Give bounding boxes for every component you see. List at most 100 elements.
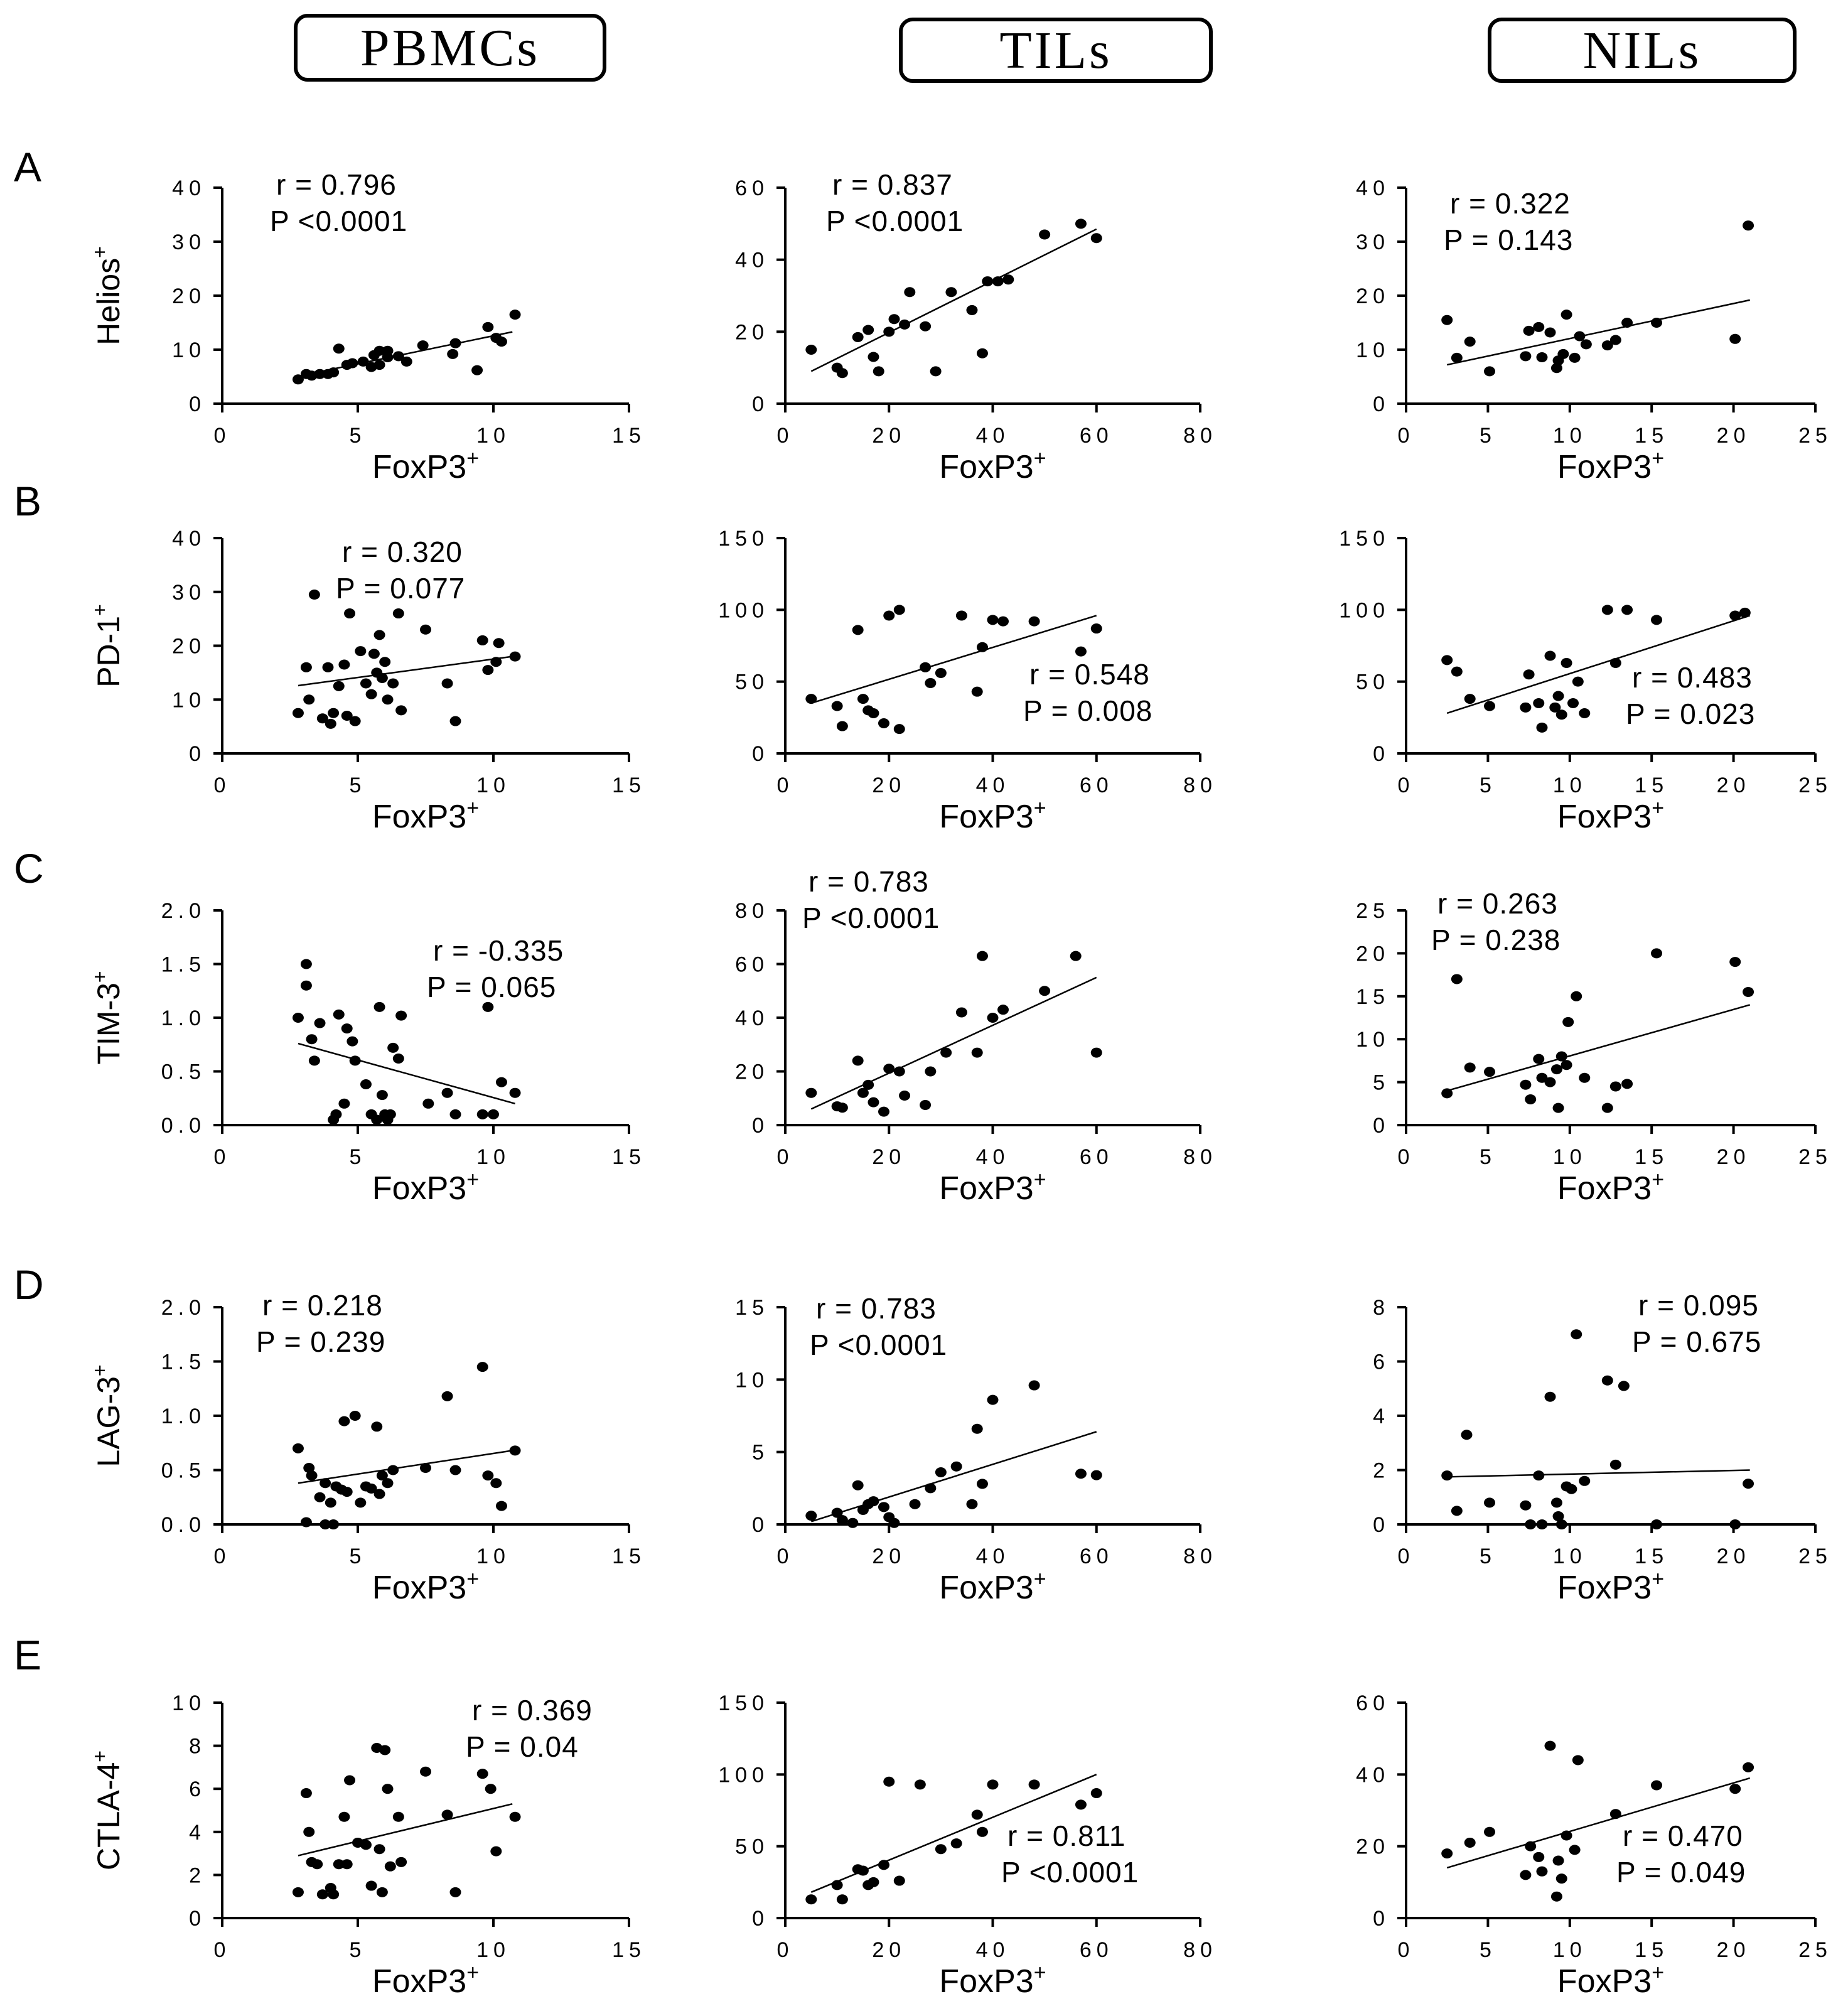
y-tick-label-e-pbmcs: 10 [172, 1691, 206, 1715]
y-tick-label-d-pbmcs: 2.0 [161, 1296, 206, 1320]
column-header-pbmcs-label: PBMCs [360, 18, 540, 77]
data-point-b-nils [1533, 698, 1545, 708]
data-point-a-pbmcs [447, 348, 459, 359]
stat-text-b-nils: r = 0.483 [1632, 661, 1753, 694]
data-point-c-pbmcs [488, 1109, 499, 1119]
x-tick-label-b-pbmcs: 15 [612, 774, 646, 797]
y-tick-label-d-nils: 8 [1373, 1296, 1390, 1320]
y-tick-label-a-pbmcs: 30 [172, 230, 206, 254]
data-point-b-nils [1451, 666, 1463, 677]
stat-text-c-nils: r = 0.263 [1437, 887, 1558, 920]
data-point-e-tils [914, 1779, 926, 1790]
data-point-b-tils [976, 642, 988, 652]
x-axis-label-c-tils: FoxP3+ [939, 1168, 1046, 1207]
data-point-a-tils [966, 305, 978, 315]
regression-line-c-tils [810, 976, 1097, 1110]
data-point-d-nils [1618, 1381, 1630, 1391]
x-tick-label-a-tils: 80 [1183, 424, 1217, 448]
data-point-c-nils [1552, 1102, 1564, 1113]
stat-text-e-nils: P = 0.049 [1616, 1856, 1746, 1889]
data-point-b-pbmcs [333, 681, 345, 691]
y-tick-label-e-pbmcs: 8 [189, 1735, 206, 1759]
data-point-e-nils [1544, 1740, 1556, 1751]
data-point-b-pbmcs [493, 638, 505, 649]
data-point-c-pbmcs [376, 1090, 388, 1101]
data-point-b-tils [893, 605, 905, 615]
data-point-d-nils [1566, 1484, 1577, 1494]
data-point-a-tils [805, 345, 817, 355]
y-tick-label-e-tils: 50 [735, 1835, 769, 1859]
data-point-a-nils [1441, 315, 1453, 325]
y-tick-label-b-pbmcs: 30 [172, 581, 206, 605]
data-point-e-nils [1520, 1870, 1532, 1880]
data-point-e-tils [950, 1838, 962, 1849]
x-tick-label-c-pbmcs: 15 [612, 1145, 646, 1169]
data-point-a-nils [1536, 352, 1548, 363]
data-point-e-nils [1525, 1841, 1537, 1852]
data-point-c-nils [1579, 1072, 1591, 1083]
stat-text-d-tils: r = 0.783 [816, 1292, 937, 1325]
data-point-d-pbmcs [509, 1445, 521, 1456]
x-axis-label-a-pbmcs: FoxP3+ [372, 446, 479, 485]
data-point-d-pbmcs [490, 1478, 502, 1489]
data-point-c-nils [1571, 991, 1582, 1001]
x-tick-label-c-nils: 10 [1553, 1145, 1587, 1169]
y-tick-label-e-pbmcs: 6 [189, 1777, 206, 1801]
data-point-d-tils [868, 1496, 879, 1507]
data-point-a-tils [1090, 233, 1102, 244]
data-point-d-pbmcs [314, 1492, 326, 1502]
data-point-e-pbmcs [341, 1859, 353, 1870]
data-point-b-nils [1601, 605, 1613, 615]
data-point-e-nils [1572, 1755, 1584, 1765]
data-point-a-tils [899, 319, 911, 330]
data-point-c-tils [940, 1047, 952, 1058]
y-tick-label-d-tils: 0 [752, 1513, 769, 1537]
data-point-d-nils [1441, 1470, 1453, 1481]
data-point-d-nils [1571, 1329, 1582, 1340]
data-point-c-nils [1544, 1077, 1556, 1087]
data-point-a-tils [1002, 274, 1014, 285]
y-axis-label-b-pbmcs: PD-1+ [89, 604, 126, 687]
data-point-b-pbmcs [373, 630, 385, 640]
data-point-e-pbmcs [373, 1844, 385, 1855]
data-point-b-nils [1729, 610, 1741, 621]
data-point-a-tils [976, 348, 988, 358]
x-tick-label-c-pbmcs: 5 [350, 1145, 367, 1169]
data-point-b-pbmcs [300, 662, 312, 672]
column-header-nils-label: NILs [1582, 21, 1702, 80]
data-point-c-tils [955, 1007, 967, 1018]
data-point-e-tils [893, 1875, 905, 1886]
data-point-e-pbmcs [300, 1788, 312, 1799]
y-tick-label-d-tils: 10 [735, 1368, 769, 1392]
x-tick-label-b-tils: 20 [872, 774, 906, 797]
data-point-a-pbmcs [357, 356, 369, 367]
data-point-e-nils [1536, 1866, 1548, 1877]
y-tick-label-c-nils: 25 [1356, 899, 1390, 923]
data-point-e-tils [857, 1865, 869, 1876]
x-axis-label-c-nils: FoxP3+ [1557, 1168, 1664, 1207]
y-tick-label-b-pbmcs: 10 [172, 688, 206, 712]
x-tick-label-b-nils: 0 [1398, 774, 1415, 797]
y-tick-label-c-tils: 60 [735, 953, 769, 977]
x-tick-label-c-pbmcs: 10 [476, 1145, 510, 1169]
data-point-e-tils [868, 1877, 879, 1887]
regression-line-e-nils [1446, 1777, 1751, 1869]
data-point-a-nils [1464, 337, 1476, 347]
regression-line-a-nils [1446, 299, 1750, 366]
x-tick-label-d-pbmcs: 5 [350, 1544, 367, 1568]
data-point-b-pbmcs [509, 651, 521, 662]
data-point-e-nils [1609, 1809, 1621, 1819]
x-tick-label-a-tils: 60 [1080, 424, 1114, 448]
data-point-e-pbmcs [303, 1826, 315, 1837]
data-point-d-pbmcs [476, 1362, 488, 1372]
data-point-d-nils [1533, 1470, 1545, 1481]
y-tick-label-c-nils: 0 [1373, 1114, 1390, 1138]
x-tick-label-d-pbmcs: 15 [612, 1544, 646, 1568]
data-point-d-nils [1536, 1519, 1548, 1529]
data-point-c-tils [920, 1099, 932, 1110]
data-point-b-tils [955, 610, 967, 621]
x-tick-label-d-pbmcs: 0 [214, 1544, 231, 1568]
data-point-b-tils [920, 662, 932, 672]
data-point-c-tils [868, 1097, 879, 1108]
y-tick-label-d-pbmcs: 0.5 [161, 1459, 206, 1483]
